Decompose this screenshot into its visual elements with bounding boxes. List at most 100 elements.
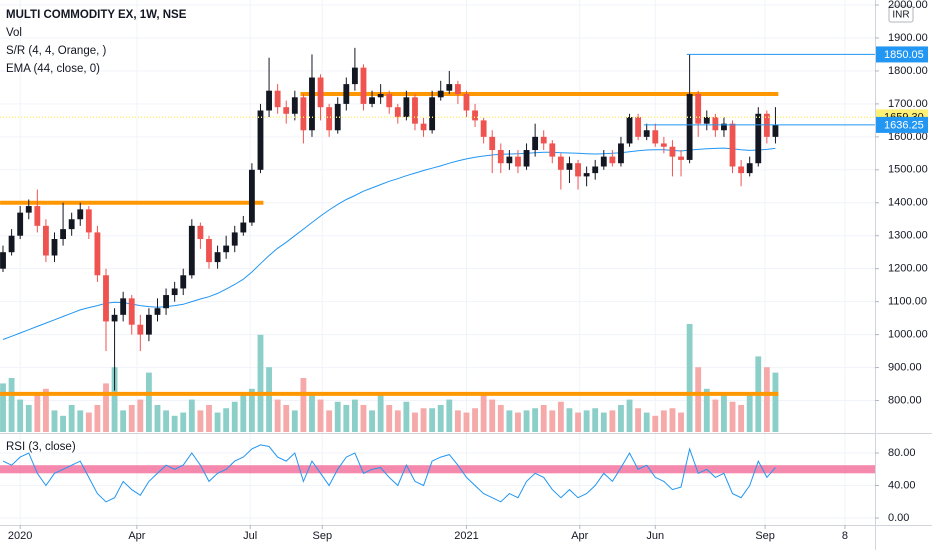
candle-body (738, 166, 745, 174)
volume-bar (592, 408, 599, 432)
candle-body (772, 124, 779, 137)
candle-body (223, 245, 230, 253)
volume-bar (17, 399, 24, 432)
volume-bar (257, 334, 264, 432)
volume-bar (660, 410, 667, 432)
candle-body (283, 107, 290, 114)
legend-entry: EMA (44, close, 0) (6, 63, 100, 75)
candle-body (746, 163, 753, 174)
volume-bar (583, 410, 590, 432)
volume-bar (223, 408, 230, 432)
volume-bar (575, 412, 581, 432)
volume-bar (231, 401, 238, 432)
candle-body (188, 225, 195, 276)
candle-body (309, 77, 315, 131)
candle-body (532, 136, 539, 151)
candle-body (497, 150, 504, 164)
currency-box[interactable] (888, 5, 914, 23)
volume-bar (68, 405, 75, 432)
volume-bar (678, 412, 684, 432)
candle-body (300, 97, 307, 131)
price-tag-label: 1636.25 (884, 119, 924, 131)
candle-body (317, 77, 324, 108)
volume-bar (643, 412, 650, 432)
currency: INR (892, 10, 909, 21)
volume-bar (454, 410, 461, 432)
y-tick-label: 1400.00 (888, 197, 928, 209)
candle-body (489, 136, 496, 151)
volume-bar (738, 405, 745, 432)
candle-body (206, 239, 212, 263)
candle-body (77, 209, 84, 220)
volume-bar (403, 401, 410, 432)
volume-bar (360, 405, 367, 432)
legend-entry: S/R (4, 4, Orange, ) (6, 45, 107, 57)
volume-bar (600, 412, 607, 432)
volume-bar (163, 410, 169, 432)
volume-bar (566, 408, 573, 432)
candle-body (463, 94, 470, 111)
candle-body (377, 94, 384, 98)
volume-bar (721, 394, 727, 432)
candle-body (386, 94, 393, 108)
candle-body (25, 206, 32, 213)
candle-body (515, 156, 521, 167)
volume-bar (309, 394, 315, 432)
price-tag (876, 116, 928, 133)
volume-bar (343, 405, 350, 432)
volume-bar (291, 410, 298, 432)
volume-bar (420, 408, 427, 432)
rsi-title: RSI (3, close) (6, 441, 76, 453)
x-tick-label: Jun (646, 530, 664, 542)
candle-body (695, 94, 702, 124)
candle-body (266, 90, 272, 111)
volume-bar (94, 405, 101, 432)
volume-bar (214, 412, 221, 432)
volume-bar (154, 405, 161, 432)
volume-bar (746, 394, 753, 432)
candle-body (163, 295, 169, 309)
x-tick-label: Sep (312, 530, 332, 542)
volume-bar (540, 405, 547, 432)
candle-body (85, 209, 92, 233)
candle-body (197, 225, 204, 240)
candle-body (583, 173, 590, 177)
candle-body (669, 146, 676, 157)
volume-bar (472, 408, 478, 432)
candle-body (180, 275, 187, 289)
candle-body (712, 117, 719, 131)
candle-body (240, 222, 247, 233)
volume-bar (437, 405, 444, 432)
candle-body (0, 252, 6, 269)
y-tick-label: 1000.00 (888, 329, 928, 341)
volume-bar (248, 388, 255, 432)
candle-body (60, 229, 67, 240)
x-tick-label: 2020 (8, 530, 32, 542)
volume-bar (351, 399, 358, 432)
candle-body (137, 324, 144, 335)
volume-bar (772, 372, 779, 432)
volume-bar (377, 394, 384, 432)
volume-bar (25, 405, 32, 432)
volume-bar (729, 401, 736, 432)
candle-body (214, 252, 221, 263)
volume-bar (549, 410, 556, 432)
candle-body (626, 117, 633, 144)
volume-bar (652, 415, 659, 432)
volume-bar (8, 378, 15, 432)
candle-body (609, 156, 616, 164)
candle-body (643, 130, 650, 137)
volume-bar (111, 367, 118, 432)
volume-bar (120, 410, 127, 432)
candle-body (566, 163, 573, 170)
volume-bar (532, 408, 539, 432)
volume-bar (206, 405, 212, 432)
volume-bar (412, 412, 418, 432)
candle-body (755, 113, 762, 164)
plot (0, 0, 875, 525)
volume-bar (429, 408, 436, 432)
y-tick-label: 1600.00 (888, 131, 928, 143)
candle-body (94, 232, 101, 276)
candle-body (660, 143, 667, 147)
rsi-band (0, 465, 875, 474)
